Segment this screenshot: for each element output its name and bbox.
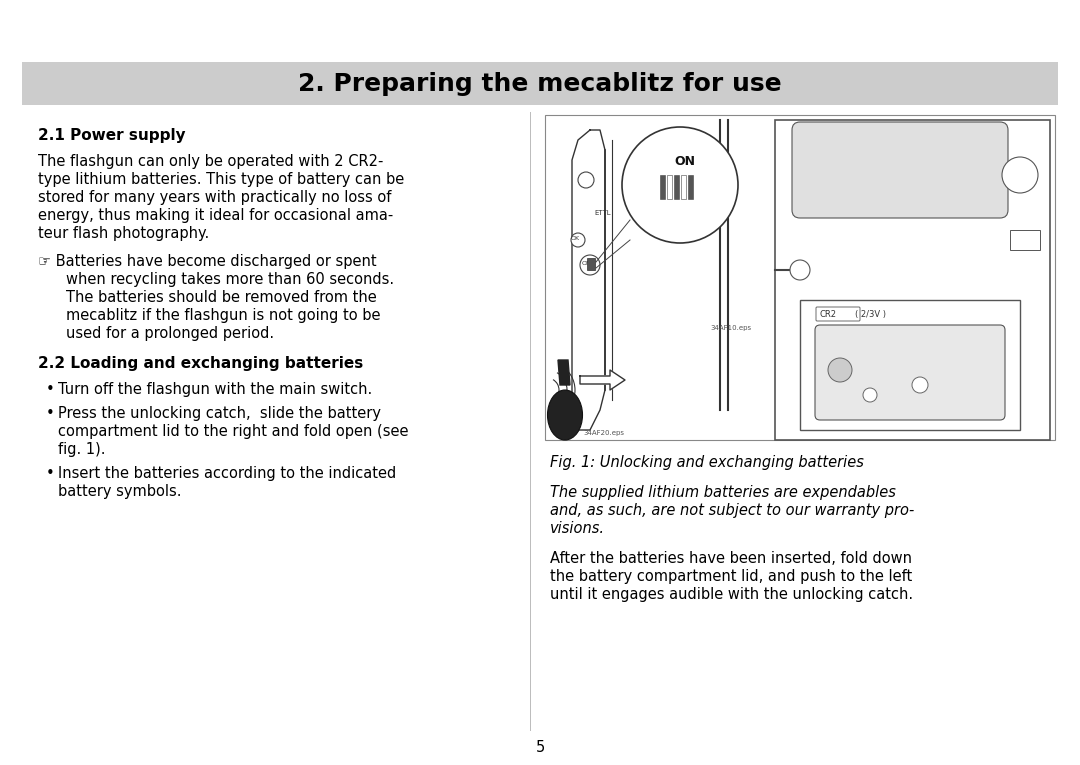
FancyBboxPatch shape <box>816 307 860 321</box>
Circle shape <box>571 233 585 247</box>
Text: The batteries should be removed from the: The batteries should be removed from the <box>66 290 377 305</box>
Text: and, as such, are not subject to our warranty pro-: and, as such, are not subject to our war… <box>550 503 915 518</box>
Text: ☞ Batteries have become discharged or spent: ☞ Batteries have become discharged or sp… <box>38 254 377 269</box>
Bar <box>681 175 686 199</box>
Circle shape <box>580 255 600 275</box>
Text: •: • <box>46 382 55 397</box>
Text: After the batteries have been inserted, fold down: After the batteries have been inserted, … <box>550 551 912 566</box>
FancyBboxPatch shape <box>815 325 1005 420</box>
Circle shape <box>863 388 877 402</box>
Text: until it engages audible with the unlocking catch.: until it engages audible with the unlock… <box>550 587 913 602</box>
Polygon shape <box>558 360 570 385</box>
Text: ETTL: ETTL <box>594 210 610 216</box>
Text: 34AF20.eps: 34AF20.eps <box>583 430 624 436</box>
Polygon shape <box>580 370 625 390</box>
Circle shape <box>1002 157 1038 193</box>
Text: The supplied lithium batteries are expendables: The supplied lithium batteries are expen… <box>550 485 896 500</box>
Text: 5: 5 <box>536 740 544 755</box>
Bar <box>688 175 693 199</box>
Text: type lithium batteries. This type of battery can be: type lithium batteries. This type of bat… <box>38 172 404 187</box>
Text: mecablitz if the flashgun is not going to be: mecablitz if the flashgun is not going t… <box>66 308 380 323</box>
Bar <box>800 300 1020 430</box>
Text: OK: OK <box>571 236 580 240</box>
Text: Insert the batteries according to the indicated: Insert the batteries according to the in… <box>58 466 396 481</box>
Circle shape <box>578 172 594 188</box>
Polygon shape <box>572 130 605 430</box>
Text: used for a prolonged period.: used for a prolonged period. <box>66 326 274 341</box>
Text: when recycling takes more than 60 seconds.: when recycling takes more than 60 second… <box>66 272 394 287</box>
Bar <box>775 120 1050 440</box>
Circle shape <box>912 377 928 393</box>
Text: Fig. 1: Unlocking and exchanging batteries: Fig. 1: Unlocking and exchanging batteri… <box>550 455 864 470</box>
Bar <box>588 258 595 270</box>
Text: energy, thus making it ideal for occasional ama-: energy, thus making it ideal for occasio… <box>38 208 393 223</box>
Text: stored for many years with practically no loss of: stored for many years with practically n… <box>38 190 391 205</box>
Bar <box>660 175 665 199</box>
FancyBboxPatch shape <box>792 122 1008 218</box>
Circle shape <box>828 358 852 382</box>
Text: teur flash photography.: teur flash photography. <box>38 226 210 241</box>
Text: the battery compartment lid, and push to the left: the battery compartment lid, and push to… <box>550 569 913 584</box>
Text: ON: ON <box>675 155 696 168</box>
Text: •: • <box>46 406 55 421</box>
Text: fig. 1).: fig. 1). <box>58 442 106 457</box>
Text: The flashgun can only be operated with 2 CR2-: The flashgun can only be operated with 2… <box>38 154 383 169</box>
Bar <box>22 62 1058 105</box>
Text: ON: ON <box>582 261 592 265</box>
Text: CR2: CR2 <box>820 310 837 319</box>
Circle shape <box>789 260 810 280</box>
Ellipse shape <box>548 390 582 440</box>
Text: ( 2/3V ): ( 2/3V ) <box>855 310 886 319</box>
Text: •: • <box>46 466 55 481</box>
Text: 2.2 Loading and exchanging batteries: 2.2 Loading and exchanging batteries <box>38 356 363 371</box>
Bar <box>1010 230 1040 250</box>
Text: Press the unlocking catch,  slide the battery: Press the unlocking catch, slide the bat… <box>58 406 381 421</box>
Text: compartment lid to the right and fold open (see: compartment lid to the right and fold op… <box>58 424 408 439</box>
Text: battery symbols.: battery symbols. <box>58 484 181 499</box>
Text: Turn off the flashgun with the main switch.: Turn off the flashgun with the main swit… <box>58 382 373 397</box>
Bar <box>545 115 1055 440</box>
Text: 2. Preparing the mecablitz for use: 2. Preparing the mecablitz for use <box>298 71 782 96</box>
Bar <box>667 175 672 199</box>
Text: 34AF10.eps: 34AF10.eps <box>710 325 751 331</box>
Circle shape <box>622 127 738 243</box>
Bar <box>674 175 679 199</box>
Text: visions.: visions. <box>550 521 605 536</box>
Text: 2.1 Power supply: 2.1 Power supply <box>38 128 186 143</box>
